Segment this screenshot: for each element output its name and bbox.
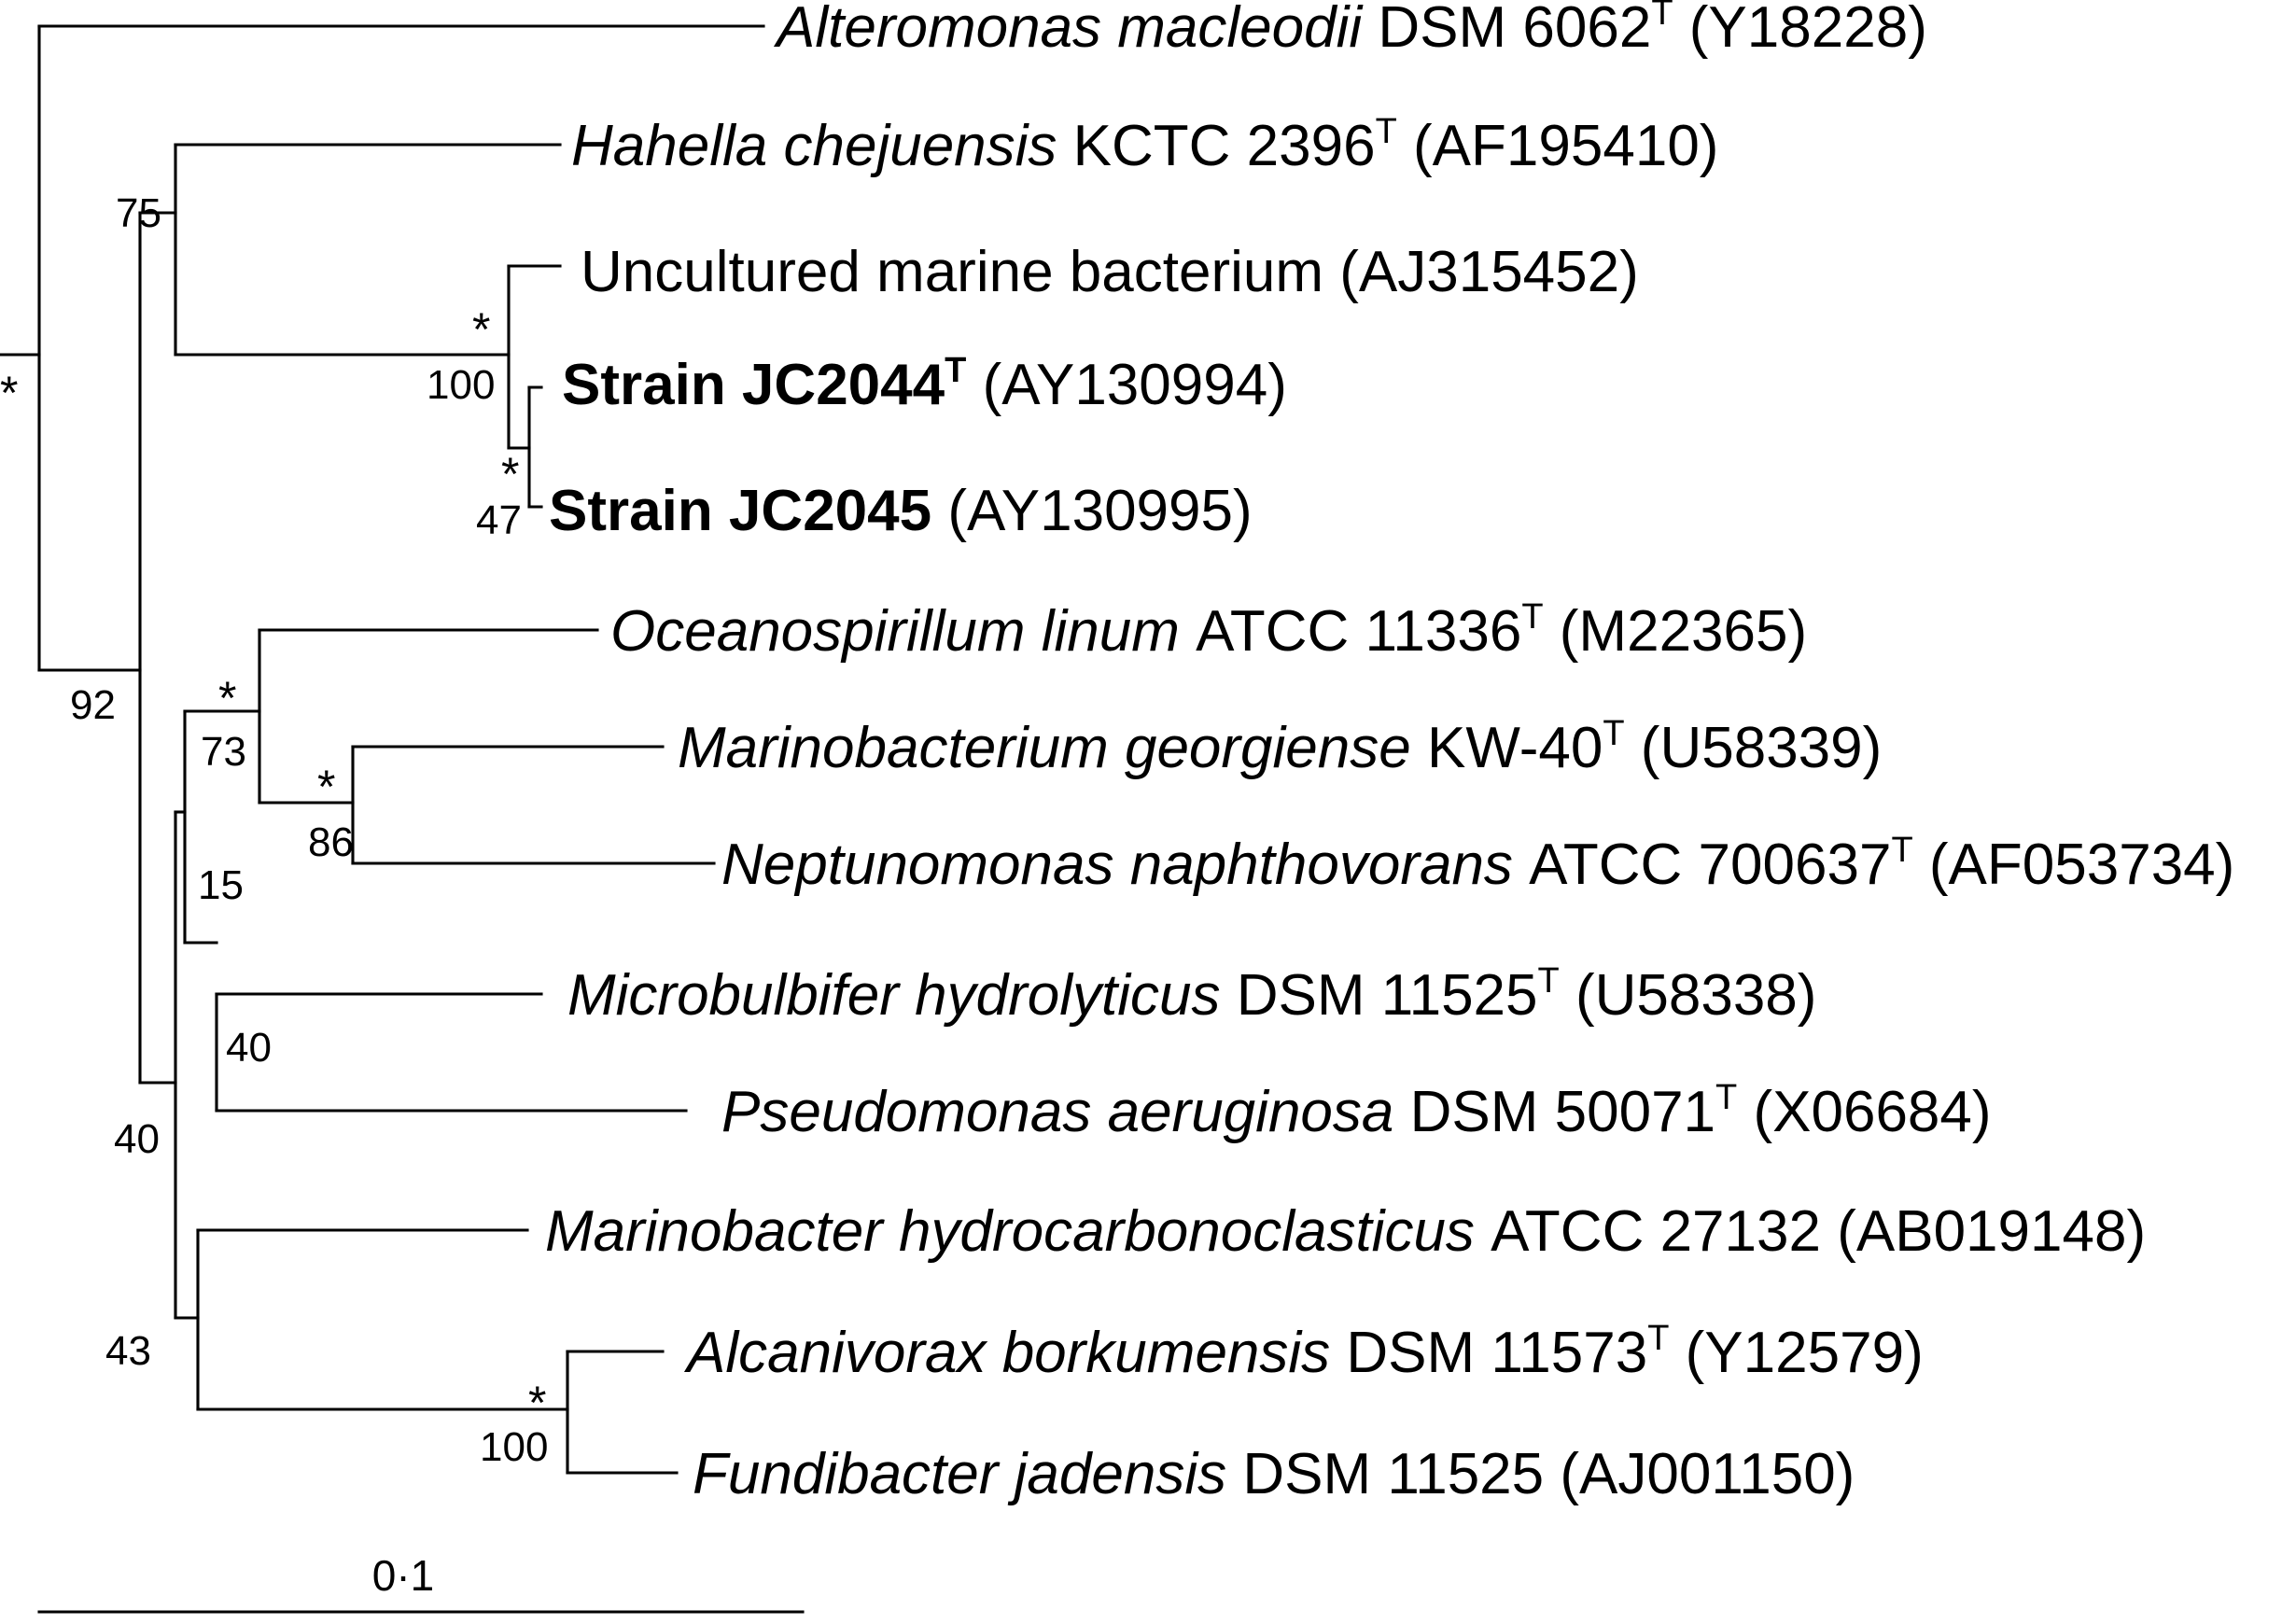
scale-bar-label: 0·1 <box>372 1551 434 1600</box>
taxon-strain-name: KW-40 <box>1427 716 1603 780</box>
taxon-strain-name: Strain JC2045 <box>549 479 931 543</box>
accession-number: (AY130995) <box>931 479 1253 543</box>
taxon-strain-name: Uncultured marine bacterium <box>581 240 1323 304</box>
asterisk-marker: * <box>501 448 519 500</box>
asterisk-marker: * <box>317 761 335 813</box>
taxon-label: Strain JC2045 (AY130995) <box>549 479 1253 543</box>
taxon-label: Hahella chejuensis KCTC 2396T (AF195410) <box>571 112 1718 178</box>
accession-number: (AF053734) <box>1913 833 2235 897</box>
taxon-label: Marinobacterium georgiense KW-40T (U5833… <box>678 714 1882 780</box>
accession-number: (U58339) <box>1625 716 1883 780</box>
accession-number: (M22365) <box>1544 599 1808 664</box>
bootstrap-value: 40 <box>114 1116 160 1162</box>
taxon-strain-name: DSM 11573 <box>1346 1321 1647 1385</box>
accession-number: (AJ315452) <box>1323 240 1639 304</box>
type-strain-superscript: T <box>1538 961 1560 1001</box>
accession-number: (Y12579) <box>1669 1321 1923 1385</box>
asterisk-marker: * <box>0 367 18 419</box>
asterisk-marker: * <box>472 303 490 356</box>
taxon-species-name: Fundibacter jadensis <box>693 1442 1242 1506</box>
bootstrap-value: 73 <box>201 729 246 775</box>
taxon-labels: Alteromonas macleodii DSM 6062T (Y18228)… <box>545 0 2234 1506</box>
tree-branches <box>0 24 765 1475</box>
taxon-species-name: Oceanospirillum linum <box>610 599 1196 664</box>
taxon-species-name: Alteromonas macleodii <box>773 0 1378 60</box>
type-strain-superscript: T <box>1647 1319 1669 1358</box>
accession-number: (Y18228) <box>1673 0 1927 60</box>
taxon-species-name: Pseudomonas aeruginosa <box>721 1080 1410 1144</box>
scale-bar: 0·1 <box>37 1551 805 1614</box>
taxon-species-name: Hahella chejuensis <box>571 114 1073 178</box>
taxon-label: Neptunomonas naphthovorans ATCC 700637T … <box>721 831 2234 897</box>
taxon-label: Alcanivorax borkumensis DSM 11573T (Y125… <box>683 1319 1924 1385</box>
type-strain-superscript: T <box>945 351 966 390</box>
taxon-strain-name: ATCC 27132 <box>1491 1199 1821 1264</box>
taxon-label: Pseudomonas aeruginosa DSM 50071T (X0668… <box>721 1078 1992 1144</box>
type-strain-superscript: T <box>1376 112 1397 151</box>
accession-number: (AF195410) <box>1397 114 1719 178</box>
bootstrap-value: 40 <box>226 1025 272 1071</box>
taxon-species-name: Microbulbifer hydrolyticus <box>567 963 1237 1028</box>
taxon-species-name: Marinobacter hydrocarbonoclasticus <box>545 1199 1491 1264</box>
type-strain-superscript: T <box>1651 0 1673 33</box>
accession-number: (X06684) <box>1737 1080 1991 1144</box>
asterisk-marker: * <box>528 1377 546 1429</box>
bootstrap-value: 47 <box>476 497 522 543</box>
accession-number: (U58338) <box>1560 963 1817 1028</box>
bootstrap-value: 92 <box>70 682 116 728</box>
type-strain-superscript: T <box>1603 714 1624 753</box>
type-strain-superscript: T <box>1715 1078 1737 1117</box>
taxon-label: Marinobacter hydrocarbonoclasticus ATCC … <box>545 1199 2146 1264</box>
bootstrap-value: 100 <box>480 1424 548 1470</box>
taxon-label: Microbulbifer hydrolyticus DSM 11525T (U… <box>567 961 1816 1028</box>
bootstrap-value: 100 <box>427 362 495 408</box>
taxon-strain-name: DSM 11525 <box>1237 963 1538 1028</box>
taxon-label: Uncultured marine bacterium (AJ315452) <box>581 240 1639 304</box>
bootstrap-value: 86 <box>308 819 354 865</box>
taxon-strain-name: ATCC 700637 <box>1529 833 1891 897</box>
taxon-label: Alteromonas macleodii DSM 6062T (Y18228) <box>773 0 1927 60</box>
taxon-strain-name: DSM 6062 <box>1378 0 1651 60</box>
asterisk-marker: * <box>218 672 236 724</box>
taxon-label: Fundibacter jadensis DSM 11525 (AJ001150… <box>693 1442 1855 1506</box>
taxon-strain-name: DSM 50071 <box>1410 1080 1715 1144</box>
taxon-strain-name: Strain JC2044 <box>562 353 945 417</box>
taxon-species-name: Marinobacterium georgiense <box>678 716 1427 780</box>
accession-number: (AJ001150) <box>1544 1442 1855 1506</box>
taxon-label: Strain JC2044T (AY130994) <box>562 351 1287 417</box>
taxon-species-name: Alcanivorax borkumensis <box>683 1321 1346 1385</box>
accession-number: (AB019148) <box>1821 1199 2146 1264</box>
bootstrap-value: 43 <box>105 1328 151 1374</box>
taxon-species-name: Neptunomonas naphthovorans <box>721 833 1529 897</box>
taxon-strain-name: ATCC 11336 <box>1196 599 1521 664</box>
taxon-strain-name: DSM 11525 <box>1242 1442 1544 1506</box>
type-strain-superscript: T <box>1891 831 1912 870</box>
accession-number: (AY130994) <box>966 353 1287 417</box>
bootstrap-value: 15 <box>198 862 244 908</box>
bootstrap-value: 75 <box>116 190 161 236</box>
type-strain-superscript: T <box>1521 597 1543 637</box>
taxon-label: Oceanospirillum linum ATCC 11336T (M2236… <box>610 597 1807 664</box>
taxon-strain-name: KCTC 2396 <box>1073 114 1376 178</box>
